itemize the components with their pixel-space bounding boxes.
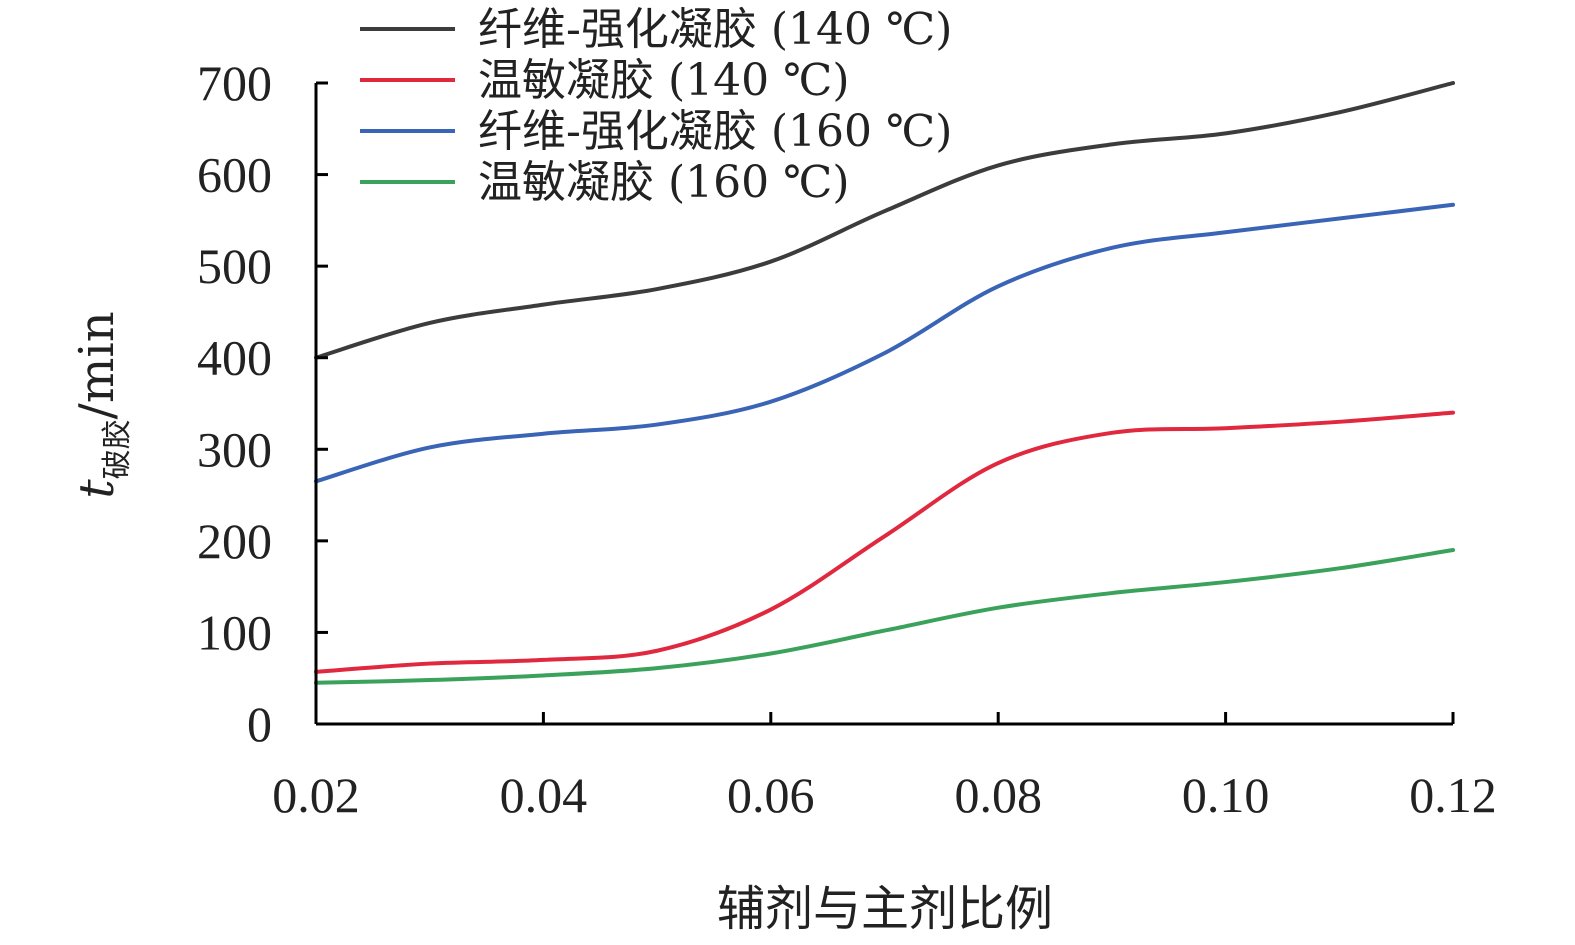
legend-label-1: 纤维-强化凝胶 (140 ℃) (478, 4, 952, 55)
x-tick-label: 0.04 (500, 767, 588, 823)
y-tick-label: 400 (197, 330, 272, 386)
x-tick-label: 0.10 (1182, 767, 1270, 823)
x-tick-label: 0.12 (1409, 767, 1497, 823)
y-tick-label: 0 (247, 696, 272, 752)
legend-label-2: 温敏凝胶 (140 ℃) (478, 55, 850, 106)
legend-label-4: 温敏凝胶 (160 ℃) (478, 157, 850, 208)
series-line-2 (314, 410, 1455, 674)
series-line-1 (314, 81, 1455, 360)
y-axis-ticks: 0 100 200 300 400 500 600 700 (197, 55, 328, 752)
y-tick-label: 300 (197, 421, 272, 477)
x-axis-ticks: 0.02 0.04 0.06 0.08 0.10 0.12 (272, 712, 1497, 823)
x-tick-label: 0.06 (727, 767, 815, 823)
y-axis-title-sub: 破胶 (100, 419, 135, 479)
x-tick-label: 0.02 (272, 767, 360, 823)
legend-label-3: 纤维-强化凝胶 (160 ℃) (478, 106, 952, 157)
plot-lines (314, 81, 1455, 685)
y-tick-label: 100 (197, 604, 272, 660)
series-line-3 (314, 202, 1455, 484)
y-tick-label: 700 (197, 55, 272, 111)
y-tick-label: 500 (197, 238, 272, 294)
x-axis-title: 辅剂与主剂比例 (717, 881, 1053, 937)
y-tick-label: 200 (197, 513, 272, 569)
y-axis-title-unit: /min (69, 311, 125, 419)
y-axis-title: t破胶/min (69, 311, 135, 498)
series-line-4 (314, 548, 1455, 685)
y-tick-label: 600 (197, 147, 272, 203)
y-axis-title-var: t (69, 479, 125, 499)
axes (314, 83, 1453, 726)
legend: 纤维-强化凝胶 (140 ℃)温敏凝胶 (140 ℃)纤维-强化凝胶 (160 … (360, 4, 952, 208)
x-tick-label: 0.08 (954, 767, 1042, 823)
